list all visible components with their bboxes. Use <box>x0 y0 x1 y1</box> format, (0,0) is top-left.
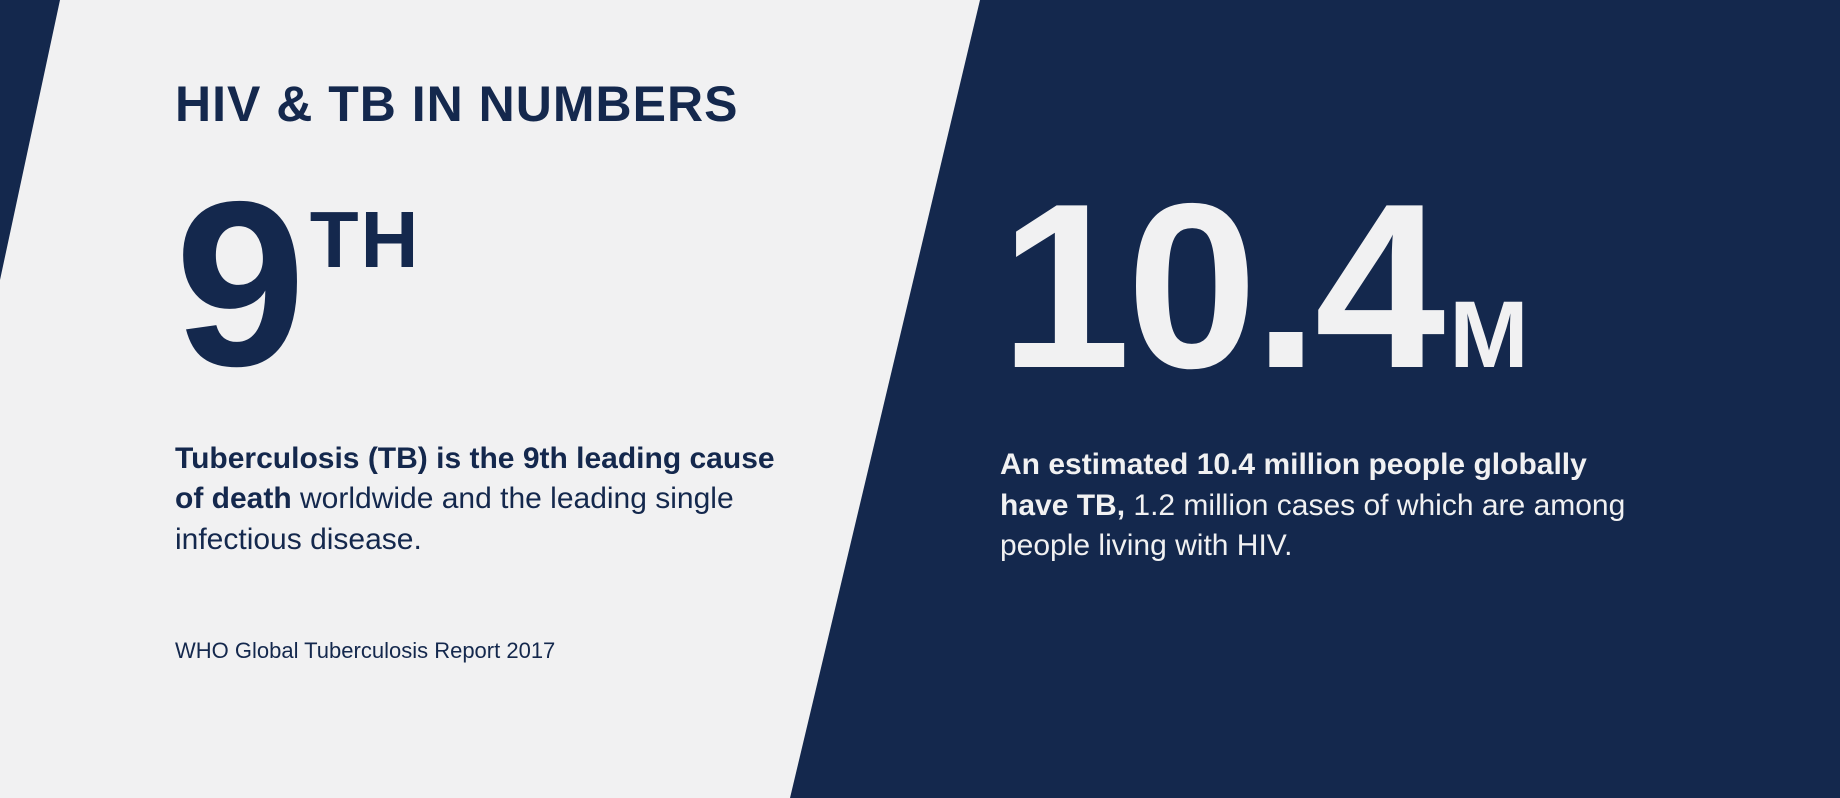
stat-suffix-m: M <box>1449 281 1528 390</box>
main-title: HIV & TB IN NUMBERS <box>175 75 875 133</box>
stat-number-10-4: 10.4 <box>1000 190 1441 383</box>
right-content: 10.4 M An estimated 10.4 million people … <box>1000 190 1740 567</box>
stat-9th: 9 TH <box>175 188 875 381</box>
source-citation: WHO Global Tuberculosis Report 2017 <box>175 638 875 664</box>
stat-suffix-th: TH <box>310 194 421 286</box>
right-description: An estimated 10.4 million people globall… <box>1000 445 1640 567</box>
stat-number-9: 9 <box>175 188 306 381</box>
infographic-container: HIV & TB IN NUMBERS 9 TH Tuberculosis (T… <box>0 0 1840 798</box>
left-description: Tuberculosis (TB) is the 9th leading cau… <box>175 439 775 561</box>
stat-10-4m: 10.4 M <box>1000 190 1740 390</box>
left-content: HIV & TB IN NUMBERS 9 TH Tuberculosis (T… <box>175 75 875 664</box>
